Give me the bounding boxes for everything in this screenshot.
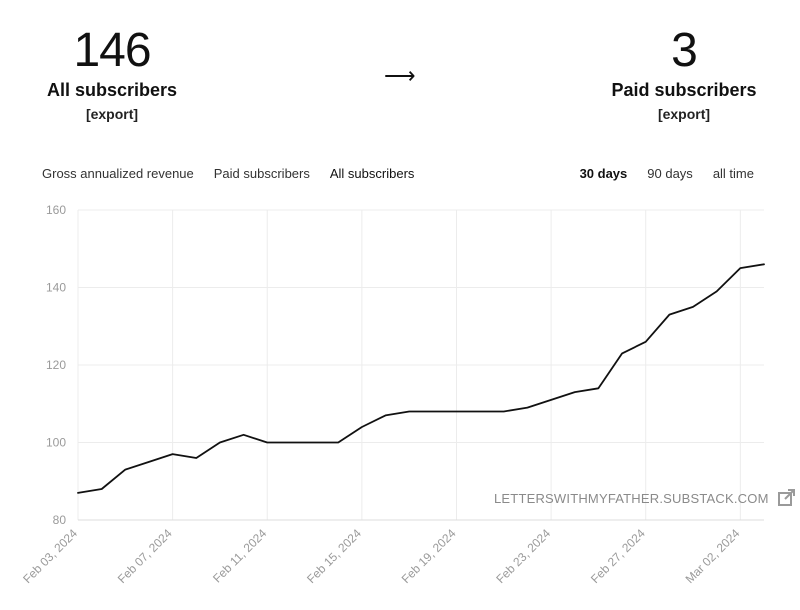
x-tick-label: Feb 07, 2024 <box>115 526 175 586</box>
range-selector: 30 days 90 days all time <box>580 166 754 181</box>
y-tick-label: 120 <box>46 358 66 372</box>
x-tick-label: Mar 02, 2024 <box>683 526 743 586</box>
export-paid-subscribers-link[interactable]: [export] <box>657 106 711 122</box>
all-subscribers-label: All subscribers <box>46 80 178 100</box>
paid-subscribers-stat: 3 Paid subscribers [export] <box>594 24 774 124</box>
external-link-icon[interactable] <box>777 488 797 508</box>
data-point[interactable] <box>572 389 578 395</box>
data-point[interactable] <box>99 486 105 492</box>
data-point[interactable] <box>383 412 389 418</box>
tab-paid-subscribers[interactable]: Paid subscribers <box>213 166 310 181</box>
data-point[interactable] <box>453 409 459 415</box>
x-tick-label: Feb 15, 2024 <box>304 526 364 586</box>
x-tick-label: Feb 03, 2024 <box>20 526 80 586</box>
x-tick-label: Feb 23, 2024 <box>493 526 553 586</box>
data-point[interactable] <box>217 440 223 446</box>
x-tick-label: Feb 27, 2024 <box>588 526 648 586</box>
data-point[interactable] <box>548 397 554 403</box>
all-subscribers-stat: 146 All subscribers [export] <box>22 24 202 124</box>
data-point[interactable] <box>335 440 341 446</box>
data-point[interactable] <box>430 409 436 415</box>
metric-tabs: Gross annualized revenue Paid subscriber… <box>42 166 414 181</box>
x-tick-label: Feb 19, 2024 <box>399 526 459 586</box>
data-point[interactable] <box>406 409 412 415</box>
data-point[interactable] <box>595 385 601 391</box>
data-point[interactable] <box>122 467 128 473</box>
watermark-text: LETTERSWITHMYFATHER.SUBSTACK.COM <box>494 490 769 506</box>
data-point[interactable] <box>241 432 247 438</box>
paid-subscribers-label: Paid subscribers <box>611 80 757 100</box>
data-point[interactable] <box>761 261 767 267</box>
data-point[interactable] <box>690 304 696 310</box>
subscriber-series-line <box>77 263 765 494</box>
data-point[interactable] <box>524 405 530 411</box>
data-point[interactable] <box>737 265 743 271</box>
data-point[interactable] <box>264 440 270 446</box>
data-point[interactable] <box>170 451 176 457</box>
subscribers-line-chart: 80 100 120 140 160 Feb 03, 2024 Feb 07, 2024 Fe… <box>20 203 767 586</box>
data-point[interactable] <box>501 409 507 415</box>
data-point[interactable] <box>75 490 81 496</box>
paid-subscribers-count: 3 <box>671 24 698 77</box>
data-point[interactable] <box>714 288 720 294</box>
tab-all-subscribers[interactable]: All subscribers <box>329 166 415 181</box>
data-point[interactable] <box>643 339 649 345</box>
data-point[interactable] <box>146 459 152 465</box>
substack-watermark[interactable]: LETTERSWITHMYFATHER.SUBSTACK.COM <box>494 488 797 508</box>
all-subscribers-count: 146 <box>73 24 151 77</box>
data-point[interactable] <box>619 350 625 356</box>
y-tick-label: 160 <box>46 203 66 217</box>
export-all-subscribers-link[interactable]: [export] <box>85 106 139 122</box>
tab-gross-annualized-revenue[interactable]: Gross annualized revenue <box>42 166 194 181</box>
data-point[interactable] <box>312 440 318 446</box>
data-point[interactable] <box>193 455 199 461</box>
range-all-time[interactable]: all time <box>712 166 754 181</box>
data-point[interactable] <box>359 424 365 430</box>
x-tick-label: Feb 11, 2024 <box>210 526 270 586</box>
data-point[interactable] <box>666 312 672 318</box>
y-tick-label: 100 <box>46 436 66 450</box>
data-point[interactable] <box>477 409 483 415</box>
y-tick-label: 80 <box>53 513 67 527</box>
y-tick-label: 140 <box>46 281 66 295</box>
arrow-icon: ⟶ <box>384 63 416 88</box>
range-30-days[interactable]: 30 days <box>579 166 628 181</box>
range-90-days[interactable]: 90 days <box>647 166 693 181</box>
data-point[interactable] <box>288 440 294 446</box>
